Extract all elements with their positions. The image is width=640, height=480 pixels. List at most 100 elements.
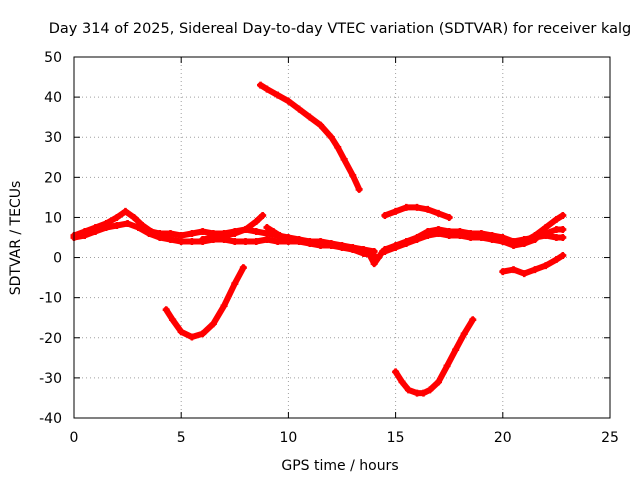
- data-point: [252, 227, 260, 235]
- series-trough-4-8: [162, 264, 247, 341]
- data-point: [559, 211, 567, 219]
- data-point: [381, 248, 389, 256]
- data-point: [134, 223, 142, 231]
- x-tick-label: 15: [387, 430, 405, 446]
- data-point: [242, 238, 250, 246]
- series-line: [499, 252, 566, 277]
- data-point: [445, 213, 453, 221]
- x-tick-label: 10: [279, 430, 297, 446]
- data-point: [166, 229, 174, 237]
- data-point: [531, 234, 539, 241]
- data-point: [552, 234, 560, 241]
- data-point: [199, 236, 207, 244]
- data-point: [284, 236, 292, 244]
- series-line: [199, 212, 266, 243]
- series-layer: [70, 81, 567, 397]
- data-point: [434, 378, 442, 386]
- data-point: [306, 113, 314, 121]
- data-point: [559, 252, 567, 260]
- series-trough-15-19: [392, 316, 477, 397]
- data-point: [295, 105, 303, 113]
- data-point: [188, 238, 196, 246]
- data-point: [263, 85, 271, 93]
- y-tick-label: -10: [39, 291, 62, 307]
- data-point: [177, 328, 185, 336]
- data-point: [231, 280, 239, 288]
- y-tick-label: 30: [44, 130, 62, 146]
- data-point: [424, 231, 432, 239]
- data-point: [559, 234, 567, 241]
- data-point: [488, 236, 496, 244]
- y-axis-label: SDTVAR / TECUs: [8, 181, 24, 296]
- data-point: [424, 205, 432, 213]
- series-mid-22h: [531, 225, 567, 241]
- data-point: [443, 362, 451, 370]
- data-point: [542, 229, 550, 237]
- data-point: [499, 238, 507, 246]
- data-point: [552, 215, 560, 223]
- data-point: [177, 231, 185, 239]
- data-point: [113, 213, 121, 221]
- data-point: [231, 229, 239, 237]
- data-point: [162, 306, 170, 314]
- data-point: [242, 225, 250, 233]
- y-tick-label: 40: [44, 90, 62, 106]
- data-point: [402, 240, 410, 248]
- data-point: [209, 320, 217, 328]
- data-point: [467, 234, 475, 241]
- data-point: [359, 246, 367, 254]
- data-point: [469, 316, 477, 324]
- data-point: [269, 227, 277, 235]
- data-point: [404, 386, 412, 394]
- y-tick-label: -30: [39, 371, 62, 387]
- data-point: [355, 185, 363, 193]
- data-point: [306, 240, 314, 248]
- data-point: [188, 229, 196, 237]
- data-point: [231, 238, 239, 246]
- data-point: [220, 302, 228, 310]
- data-point: [81, 231, 89, 239]
- data-point: [239, 264, 247, 272]
- y-tick-label: -20: [39, 331, 62, 347]
- data-point: [370, 260, 378, 268]
- grid: [74, 57, 610, 418]
- y-tick-label: -40: [39, 411, 62, 427]
- data-point: [263, 229, 271, 237]
- data-point: [257, 81, 265, 89]
- x-tick-label: 0: [70, 430, 79, 446]
- data-point: [327, 242, 335, 250]
- data-point: [113, 221, 121, 229]
- chart-title: Day 314 of 2025, Sidereal Day-to-day VTE…: [49, 21, 632, 37]
- tick-labels: 0 5 10 15 20 25 50 40 30 20 10 0 -10 -20 -30 -40: [39, 50, 619, 446]
- data-point: [295, 238, 303, 246]
- data-point: [252, 238, 260, 246]
- data-point: [445, 231, 453, 239]
- series-bump-8h: [199, 211, 267, 244]
- data-point: [402, 203, 410, 211]
- data-point: [327, 133, 335, 141]
- plot-frame: [73, 56, 611, 419]
- data-point: [263, 236, 271, 244]
- x-axis-label: GPS time / hours: [281, 458, 398, 474]
- series-line: [392, 316, 476, 397]
- data-point: [317, 121, 325, 129]
- data-point: [434, 209, 442, 217]
- series-drop-9-13: [257, 81, 363, 193]
- data-point: [452, 346, 460, 354]
- data-point: [209, 234, 217, 241]
- data-point: [413, 389, 421, 397]
- data-point: [276, 231, 284, 239]
- series-bump-9h: [263, 223, 292, 244]
- data-point: [542, 262, 550, 270]
- data-point: [263, 223, 271, 231]
- data-point: [392, 244, 400, 252]
- data-point: [284, 97, 292, 105]
- data-point: [199, 227, 207, 235]
- data-point: [121, 207, 129, 215]
- series-band-lower-2: [381, 229, 539, 256]
- data-point: [102, 223, 110, 231]
- data-point: [542, 223, 550, 231]
- data-point: [274, 91, 282, 99]
- series-arc-14-17: [381, 203, 453, 221]
